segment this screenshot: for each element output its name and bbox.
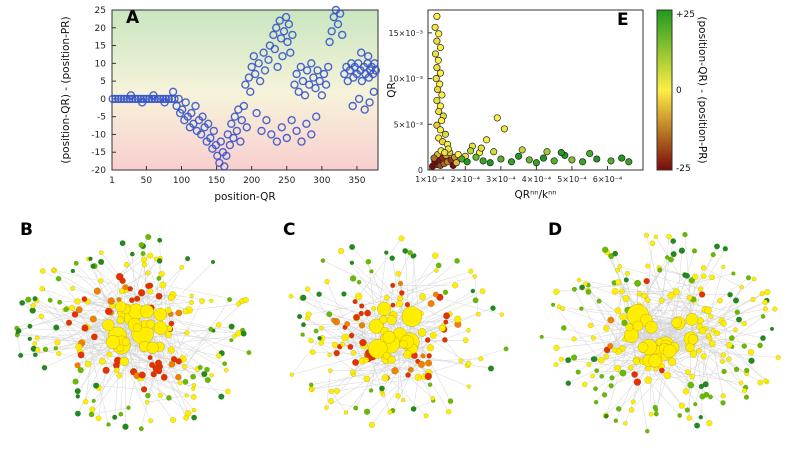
svg-text:25: 25 — [95, 6, 106, 16]
svg-text:6×10⁻⁴: 6×10⁻⁴ — [593, 175, 622, 184]
svg-text:300: 300 — [313, 176, 330, 186]
network-d-plot — [539, 231, 781, 434]
svg-text:50: 50 — [141, 176, 153, 186]
svg-text:200: 200 — [243, 176, 260, 186]
svg-text:15: 15 — [95, 42, 106, 52]
panel-a-plot: 1 50 100 150 200 250 300 350-20-15-10-505101520… — [60, 5, 381, 203]
svg-text:5×10⁻³: 5×10⁻³ — [394, 120, 423, 129]
svg-text:1×10⁻⁴: 1×10⁻⁴ — [415, 175, 444, 184]
svg-text:10×10⁻³: 10×10⁻³ — [389, 75, 424, 84]
svg-text:+25: +25 — [676, 10, 695, 20]
svg-text:1: 1 — [109, 176, 115, 186]
panel-e-plot: 1×10⁻⁴ 2×10⁻⁴ 3×10⁻⁴ 4×10⁻⁴ 5×10⁻⁴ 6×10⁻⁴ 0 5×1… — [386, 9, 708, 201]
svg-text:5: 5 — [100, 77, 106, 87]
svg-text:10: 10 — [95, 59, 107, 69]
svg-text:20: 20 — [95, 24, 107, 34]
svg-text:(position-QR) - (position-PR): (position-QR) - (position-PR) — [696, 16, 708, 163]
network-c-plot — [288, 235, 509, 429]
svg-text:350: 350 — [348, 176, 365, 186]
svg-text:2×10⁻⁴: 2×10⁻⁴ — [451, 175, 480, 184]
svg-text:250: 250 — [278, 176, 295, 186]
panel-a-label: A — [126, 8, 140, 28]
svg-text:-15: -15 — [91, 148, 106, 158]
svg-text:-20: -20 — [91, 166, 106, 176]
panel-d-label: D — [548, 220, 563, 240]
svg-text:3×10⁻⁴: 3×10⁻⁴ — [486, 175, 515, 184]
panel-b-label: B — [20, 220, 33, 240]
panel-e-label: E — [617, 10, 629, 30]
svg-text:5×10⁻⁴: 5×10⁻⁴ — [557, 175, 586, 184]
svg-text:QRⁿⁿ/kⁿⁿ: QRⁿⁿ/kⁿⁿ — [515, 189, 557, 201]
network-b-plot — [14, 233, 252, 432]
svg-text:0: 0 — [100, 95, 106, 105]
svg-text:(position-QR) - (position-PR): (position-QR) - (position-PR) — [60, 16, 72, 163]
svg-text:0: 0 — [676, 86, 682, 96]
svg-text:4×10⁻⁴: 4×10⁻⁴ — [522, 175, 551, 184]
svg-text:-5: -5 — [97, 113, 106, 123]
svg-text:position-QR: position-QR — [214, 191, 275, 203]
svg-text:150: 150 — [208, 176, 225, 186]
svg-text:0: 0 — [418, 166, 423, 175]
svg-text:15×10⁻³: 15×10⁻³ — [389, 29, 424, 38]
svg-text:QR: QR — [386, 82, 398, 98]
svg-text:-25: -25 — [676, 164, 691, 174]
svg-text:-10: -10 — [91, 130, 106, 140]
panel-c-label: C — [283, 220, 296, 240]
svg-text:100: 100 — [173, 176, 190, 186]
